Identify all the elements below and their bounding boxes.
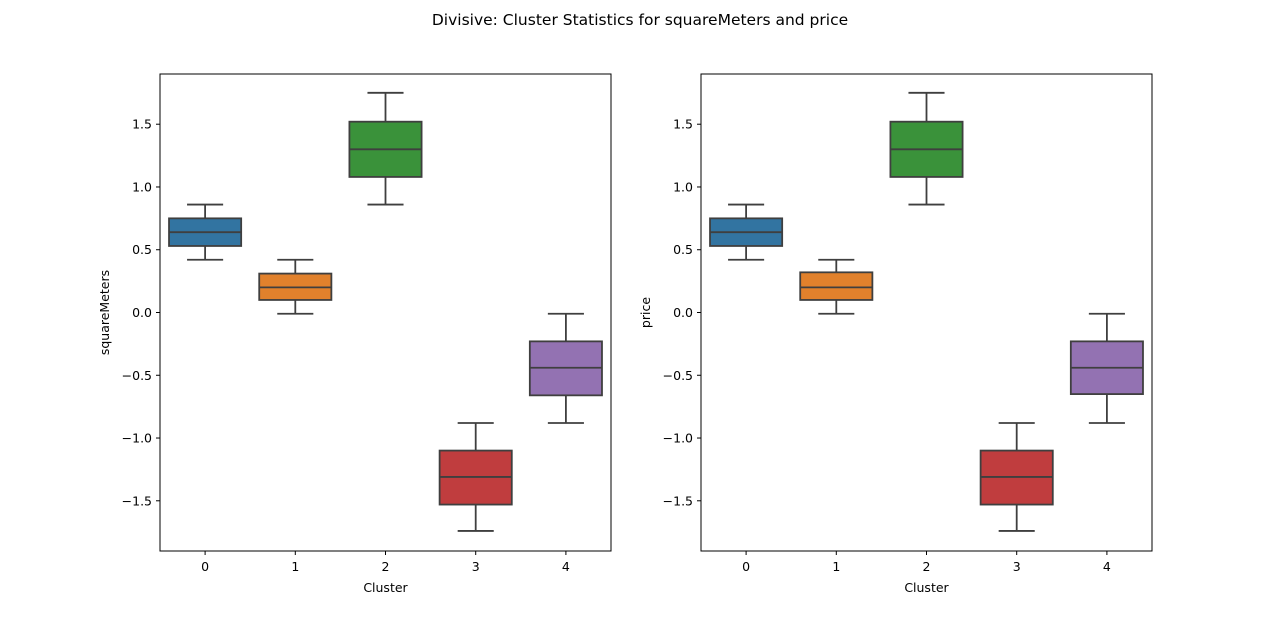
x-tick-label: 1 bbox=[291, 559, 299, 574]
box-cluster-1 bbox=[258, 258, 333, 315]
y-axis-label: price bbox=[638, 297, 653, 328]
x-tick-label: 0 bbox=[201, 559, 209, 574]
box-cluster-2 bbox=[348, 91, 423, 206]
y-tick-label: −1.5 bbox=[122, 493, 152, 508]
y-tick-label: −1.5 bbox=[663, 493, 693, 508]
box-cluster-3 bbox=[979, 422, 1054, 532]
box-cluster-4 bbox=[528, 312, 603, 424]
y-axis-label: squareMeters bbox=[97, 270, 112, 355]
y-tick-label: 0.5 bbox=[132, 242, 152, 257]
x-tick-label: 3 bbox=[472, 559, 480, 574]
x-tick-label: 2 bbox=[923, 559, 931, 574]
box-cluster-2 bbox=[889, 91, 964, 206]
box-cluster-0 bbox=[168, 203, 243, 261]
y-tick-label: −0.5 bbox=[122, 368, 152, 383]
box-cluster-0 bbox=[709, 203, 784, 261]
subplot-price: −1.5 −1.0 −0.5 0.0 0.5 1.0 1.5 0 1 2 3 4 Cluster pric… bbox=[638, 73, 1153, 595]
x-tick-label: 2 bbox=[382, 559, 390, 574]
y-tick-label: 0.0 bbox=[132, 305, 152, 320]
box-cluster-1 bbox=[799, 258, 874, 315]
y-tick-label: 1.5 bbox=[132, 117, 152, 132]
box-cluster-4 bbox=[1069, 312, 1144, 424]
y-tick-label: −1.0 bbox=[122, 431, 152, 446]
y-tick-label: −0.5 bbox=[663, 368, 693, 383]
box-iqr bbox=[799, 271, 874, 301]
y-tick-label: 0.0 bbox=[673, 305, 693, 320]
x-tick-label: 0 bbox=[742, 559, 750, 574]
x-axis-label: Cluster bbox=[904, 580, 949, 595]
y-tick-label: −1.0 bbox=[663, 431, 693, 446]
x-tick-label: 4 bbox=[1103, 559, 1111, 574]
y-tick-label: 1.0 bbox=[673, 179, 693, 194]
x-tick-label: 4 bbox=[562, 559, 570, 574]
figure-title: Divisive: Cluster Statistics for squareM… bbox=[432, 11, 848, 29]
x-tick-label: 1 bbox=[832, 559, 840, 574]
y-tick-label: 0.5 bbox=[673, 242, 693, 257]
y-tick-label: 1.5 bbox=[673, 117, 693, 132]
y-tick-label: 1.0 bbox=[132, 179, 152, 194]
box-cluster-3 bbox=[438, 422, 513, 532]
x-axis-label: Cluster bbox=[363, 580, 408, 595]
x-tick-label: 3 bbox=[1013, 559, 1021, 574]
subplot-squaremeters: −1.5 −1.0 −0.5 0.0 0.5 1.0 1.5 0 1 2 3 4 Cluster squa… bbox=[97, 73, 612, 595]
